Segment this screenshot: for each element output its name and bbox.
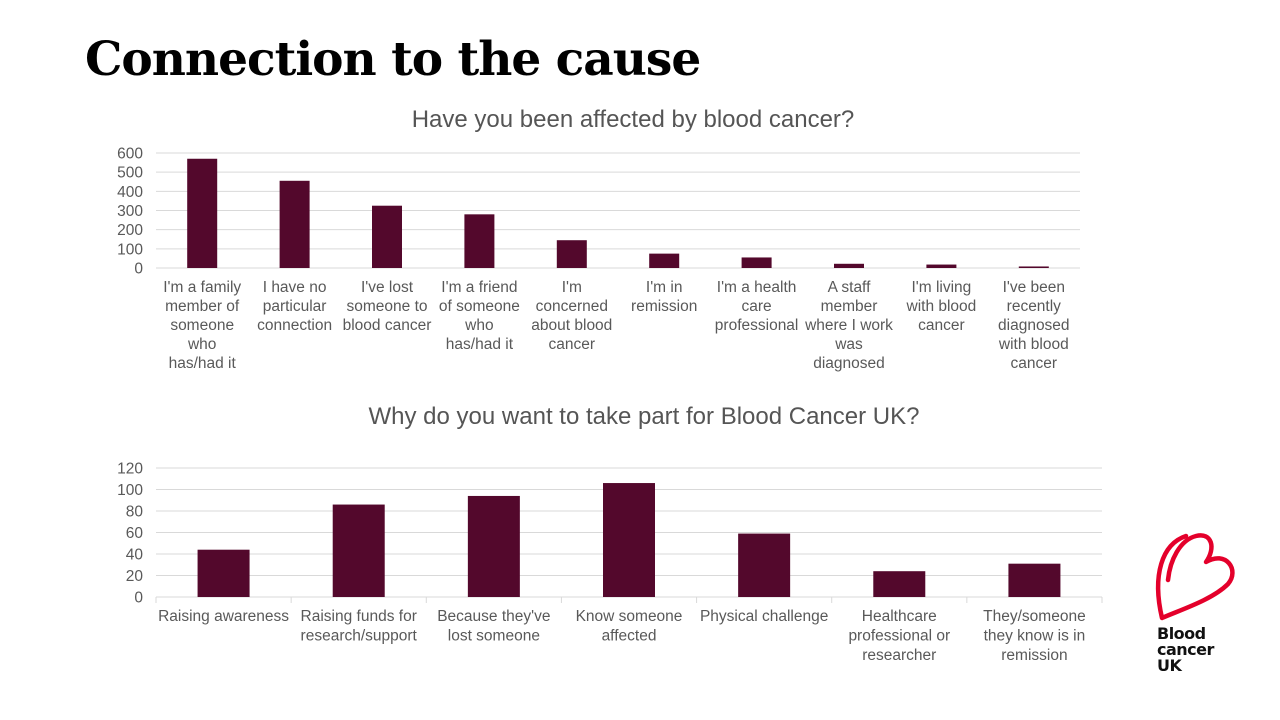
chart2-category-label: Know someone — [576, 608, 683, 625]
logo-line-cancer: cancer — [1157, 640, 1214, 659]
page-title: Connection to the cause — [85, 32, 701, 87]
chart1-category-label: where I work — [804, 317, 893, 334]
chart1-category-label: care — [742, 298, 772, 315]
chart1-category-label: diagnosed — [998, 317, 1070, 334]
chart1-category-label: I'm a health — [717, 279, 797, 296]
chart1-bar — [279, 180, 310, 268]
chart1-category-label: recently — [1007, 298, 1062, 315]
chart2-category-label: Because they've — [437, 608, 550, 625]
chart1-category-label: concerned — [536, 298, 608, 315]
chart1-ytick-label: 0 — [134, 261, 143, 278]
blood-cancer-uk-logo — [1150, 530, 1240, 680]
chart1-category-label: I'm in — [646, 279, 683, 296]
chart1-bar — [187, 158, 218, 268]
chart2-ytick-label: 60 — [126, 525, 144, 542]
chart1-category-label: who — [464, 317, 493, 334]
chart2-bar — [197, 549, 250, 597]
chart1-bar — [556, 240, 587, 268]
chart2-ytick-label: 120 — [117, 461, 143, 478]
chart2-bar — [467, 495, 520, 597]
chart2-bar — [332, 504, 385, 597]
chart-title-reasons: Why do you want to take part for Blood C… — [368, 403, 920, 430]
logo-wordmark: Blood cancer UK — [1157, 626, 1214, 674]
chart2-category-label: lost someone — [448, 628, 540, 645]
chart1-ytick-label: 500 — [117, 165, 143, 182]
chart1-bar — [372, 205, 402, 268]
chart1-category-label: I've lost — [361, 279, 414, 296]
chart1-category-label: has/had it — [446, 336, 514, 353]
chart1-category-label: with blood — [998, 336, 1069, 353]
chart1-category-label: remission — [631, 298, 697, 315]
chart2-category-label: remission — [1001, 647, 1067, 664]
chart2-ytick-label: 100 — [117, 482, 143, 499]
chart1-category-label: was — [834, 336, 863, 353]
chart2-bar — [603, 483, 655, 597]
chart1-category-label: with blood — [906, 298, 977, 315]
chart1-ytick-label: 300 — [117, 203, 143, 220]
chart2-category-label: professional or — [848, 628, 950, 645]
chart1-category-label: blood cancer — [343, 317, 432, 334]
chart1-category-label: A staff — [828, 279, 871, 296]
chart1-bar — [1018, 266, 1049, 268]
chart1-category-label: professional — [715, 317, 799, 334]
chart1-category-label: has/had it — [169, 355, 237, 372]
chart1-bar — [464, 214, 495, 268]
chart1-ytick-label: 400 — [117, 184, 143, 201]
chart1-category-label: I've been — [1003, 279, 1065, 296]
chart1-category-label: I'm — [562, 279, 582, 296]
chart1-category-label: I have no — [263, 279, 327, 296]
chart1-bar — [926, 264, 957, 268]
chart1-category-label: member — [821, 298, 878, 315]
chart1-ytick-label: 100 — [117, 241, 143, 258]
chart2-category-label: They/someone — [983, 608, 1086, 625]
chart1-category-label: member of — [165, 298, 240, 315]
logo-line-uk: UK — [1157, 656, 1182, 675]
chart1-category-label: cancer — [1011, 355, 1058, 372]
heart-b-icon — [1155, 533, 1235, 621]
chart2-category-label: Healthcare — [862, 608, 937, 625]
chart2-ytick-label: 40 — [126, 547, 144, 564]
chart1-category-label: about blood — [531, 317, 612, 334]
chart1-category-label: who — [187, 336, 216, 353]
chart1-ytick-label: 600 — [117, 146, 143, 163]
chart2-category-label: Raising funds for — [301, 608, 417, 625]
chart1-ytick-label: 200 — [117, 222, 143, 239]
chart2-bar — [1008, 563, 1061, 597]
chart-title-affected: Have you been affected by blood cancer? — [411, 106, 855, 133]
chart1-category-label: I'm living — [911, 279, 971, 296]
chart1-category-label: someone to — [347, 298, 428, 315]
chart1-bar — [649, 253, 680, 268]
chart2-category-label: Physical challenge — [700, 608, 828, 625]
logo-line-blood: Blood — [1157, 624, 1206, 643]
chart2-category-label: researcher — [862, 647, 936, 664]
chart1-category-label: diagnosed — [813, 355, 885, 372]
chart2-category-label: affected — [602, 628, 657, 645]
chart2-bar — [873, 571, 926, 597]
chart1-category-label: cancer — [549, 336, 596, 353]
chart1-category-label: particular — [263, 298, 327, 315]
chart1-category-label: I'm a friend — [441, 279, 517, 296]
chart1-category-label: someone — [170, 317, 234, 334]
chart1-category-label: I'm a family — [163, 279, 241, 296]
chart2-ytick-label: 20 — [126, 568, 144, 585]
chart1-category-label: connection — [257, 317, 332, 334]
chart2-bar — [738, 533, 791, 597]
chart2-ytick-label: 80 — [126, 504, 144, 521]
chart1-bar — [834, 263, 864, 268]
chart1-category-label: of someone — [439, 298, 520, 315]
chart2-category-label: they know is in — [984, 628, 1086, 645]
chart1-category-label: cancer — [918, 317, 965, 334]
chart1-bar — [741, 257, 772, 268]
chart2-ytick-label: 0 — [134, 590, 143, 607]
chart2-category-label: Raising awareness — [158, 608, 289, 625]
chart2-category-label: research/support — [301, 628, 418, 645]
